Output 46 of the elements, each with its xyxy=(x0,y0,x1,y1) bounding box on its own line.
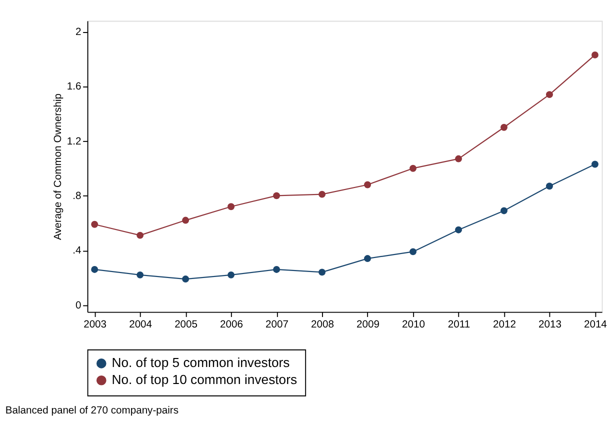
x-tick-label: 2013 xyxy=(538,319,562,330)
x-tick-label: 2011 xyxy=(448,319,470,330)
point xyxy=(228,203,235,210)
point xyxy=(455,155,462,162)
y-tick-label: .8 xyxy=(72,190,82,202)
point xyxy=(500,207,508,214)
x-tick-label: 2004 xyxy=(129,319,152,330)
x-tick-label: 2009 xyxy=(356,319,380,330)
point xyxy=(455,226,462,234)
x-tick-label: 2006 xyxy=(220,319,244,330)
x-tick-label: 2005 xyxy=(174,319,198,330)
legend-label: No. of top 10 common investors xyxy=(112,372,298,388)
point xyxy=(273,266,280,273)
x-tick-label: 2003 xyxy=(84,319,107,330)
x-tick-label: 2010 xyxy=(402,319,426,330)
point xyxy=(546,182,553,190)
y-tick-label: 2 xyxy=(75,27,82,38)
point xyxy=(91,220,98,228)
point xyxy=(318,268,326,276)
point xyxy=(500,124,508,131)
point xyxy=(591,160,598,168)
text: Balanced panel of 270 company-pairs xyxy=(5,406,178,417)
point xyxy=(273,192,280,200)
point xyxy=(228,271,235,278)
y-tick-label: .4 xyxy=(72,246,82,257)
y-tick-label: 1.6 xyxy=(66,82,82,93)
point xyxy=(136,232,144,239)
point xyxy=(410,248,416,256)
point xyxy=(591,51,598,58)
x-tick-label: 2008 xyxy=(311,319,334,330)
point xyxy=(182,276,190,283)
point xyxy=(136,271,144,278)
point xyxy=(364,181,372,188)
legend-label: No. of top 5 common investors xyxy=(112,355,290,370)
x-tick-label: 2012 xyxy=(492,319,516,330)
point xyxy=(364,255,372,262)
point xyxy=(318,190,326,198)
x-tick-label: 2007 xyxy=(266,319,289,330)
point xyxy=(410,164,416,172)
y-tick-label: 0 xyxy=(75,300,82,312)
point xyxy=(546,91,553,98)
y-axis-title: Average of Common Ownership xyxy=(53,93,64,240)
point xyxy=(91,266,98,273)
x-tick-label: 2014 xyxy=(584,319,608,330)
y-tick-label: 1.2 xyxy=(66,136,82,148)
point xyxy=(182,216,190,224)
